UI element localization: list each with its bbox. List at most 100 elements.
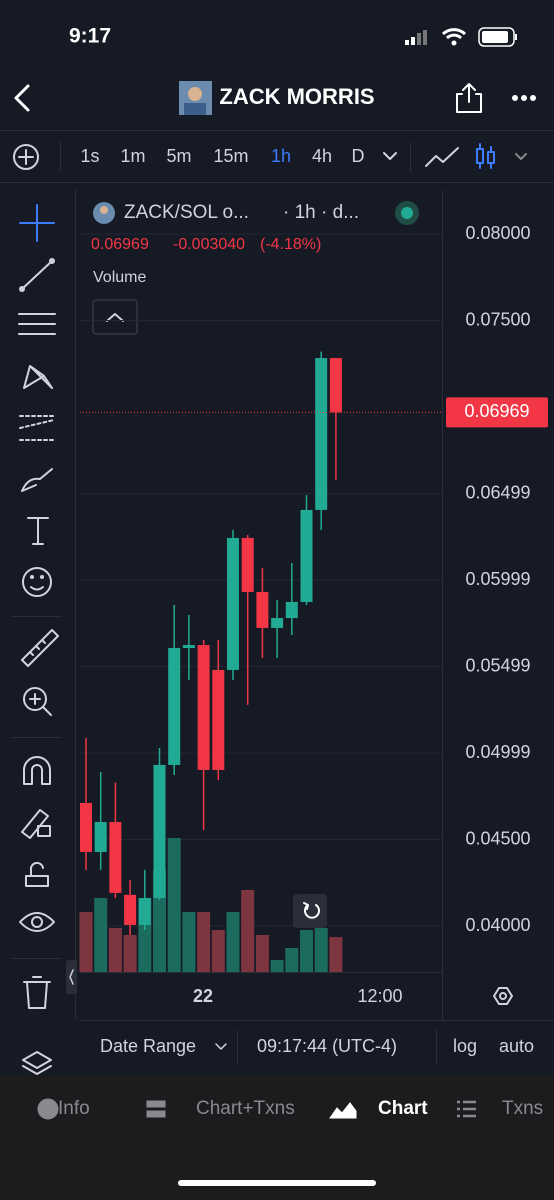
volume-bar (329, 937, 343, 972)
candle-body (124, 894, 137, 925)
tab-label[interactable]: Txns (502, 1098, 543, 1119)
status-dot (401, 207, 413, 219)
interval[interactable]: 4h (312, 146, 332, 166)
add-indicator[interactable] (13, 144, 39, 170)
plot (79, 233, 442, 972)
x-label: 12:00 (357, 986, 402, 1006)
divider (442, 190, 443, 1020)
volume-bar (197, 912, 211, 972)
line-chart-button[interactable] (425, 147, 459, 167)
volume-bar (79, 912, 93, 972)
candle-body (94, 822, 107, 852)
candle-body (153, 764, 166, 898)
divider (60, 142, 61, 172)
avatar (179, 81, 212, 115)
candle-body (197, 645, 210, 770)
share-button[interactable] (456, 83, 482, 113)
volume-bar (255, 935, 269, 972)
candle-body (227, 537, 239, 670)
time-zone[interactable]: 09:17:44 (UTC-4) (257, 1036, 397, 1056)
settings-icon (499, 992, 507, 1000)
candle-body (80, 802, 92, 852)
tab-label[interactable]: Chart (378, 1098, 428, 1119)
interval[interactable]: 1s (80, 146, 99, 166)
date-range[interactable]: Date Range (100, 1036, 196, 1056)
candle-body (109, 822, 122, 893)
tab-label[interactable]: Chart+Txns (196, 1098, 295, 1119)
interval[interactable]: D (352, 146, 365, 166)
tab-icon (329, 1102, 357, 1119)
divider (237, 1030, 238, 1064)
volume-bar (285, 948, 299, 972)
y-tick-label: 0.04500 (465, 828, 530, 848)
x-label: 22 (193, 986, 213, 1006)
candle-body (329, 358, 342, 413)
status-icons (405, 27, 517, 47)
candle-chart-button[interactable] (476, 143, 495, 169)
candle-body (300, 509, 313, 602)
price-change: -0.003040 (173, 236, 245, 253)
interval[interactable]: 5m (166, 146, 191, 166)
last-price: 0.06969 (91, 236, 149, 253)
candle-body (138, 897, 151, 925)
candle-body (271, 618, 284, 628)
symbol-avatar (93, 202, 115, 224)
tab-icon (37, 1098, 59, 1120)
divider (75, 190, 76, 1020)
tab-label[interactable]: Info (58, 1098, 90, 1119)
volume-bar (108, 928, 122, 972)
candle-body (241, 537, 254, 592)
clock: 9:17 (69, 25, 111, 48)
collapse-toolbar[interactable] (66, 960, 77, 994)
tab-bar (0, 1075, 554, 1200)
interval-menu[interactable] (383, 152, 397, 160)
volume-bar (211, 930, 225, 972)
collapse-icon (69, 969, 74, 985)
last-price-label: 0.06969 (464, 401, 529, 421)
divider (0, 130, 554, 131)
candle-body (315, 358, 328, 510)
interval[interactable]: 1h (271, 146, 291, 166)
symbol: ZACK/SOL o... (124, 202, 249, 223)
divider (410, 142, 411, 172)
home-indicator (178, 1180, 376, 1186)
volume-bar (300, 930, 313, 972)
interval[interactable]: 15m (213, 146, 248, 166)
volume-bar (241, 890, 255, 972)
volume-bar (167, 838, 181, 972)
reset-icon (303, 902, 320, 919)
divider (0, 182, 554, 183)
reset-chart[interactable] (293, 894, 327, 928)
y-tick-label: 0.04000 (465, 915, 530, 935)
log-toggle[interactable]: log (453, 1036, 477, 1056)
volume-bar (314, 928, 328, 972)
price-change-percent: (-4.18%) (260, 236, 321, 253)
volume-bar (226, 912, 240, 972)
drawing-tools[interactable] (18, 204, 59, 1075)
auto-toggle[interactable]: auto (499, 1036, 534, 1056)
candle-body (182, 645, 195, 648)
candle-body (168, 647, 181, 765)
volume-bar (123, 935, 137, 972)
divider (80, 1020, 554, 1021)
volume-bar (94, 898, 108, 972)
more-button[interactable] (512, 95, 536, 101)
settings[interactable] (493, 987, 513, 1005)
y-tick-label: 0.04999 (465, 742, 530, 762)
collapse-legend[interactable] (92, 299, 138, 335)
candle-body (256, 591, 269, 628)
divider (436, 1030, 437, 1064)
back-button[interactable] (14, 84, 30, 112)
symbol-meta: · 1h · d... (283, 202, 359, 223)
collapse-icon (106, 313, 124, 322)
y-tick-label: 0.06499 (465, 482, 530, 502)
y-tick-label: 0.05999 (465, 569, 530, 589)
chart-type-menu[interactable] (515, 153, 527, 160)
candle-body (285, 601, 298, 619)
y-tick-label: 0.07500 (465, 309, 530, 329)
interval[interactable]: 1m (120, 146, 145, 166)
tab-icon (457, 1100, 476, 1118)
divider (12, 616, 62, 617)
